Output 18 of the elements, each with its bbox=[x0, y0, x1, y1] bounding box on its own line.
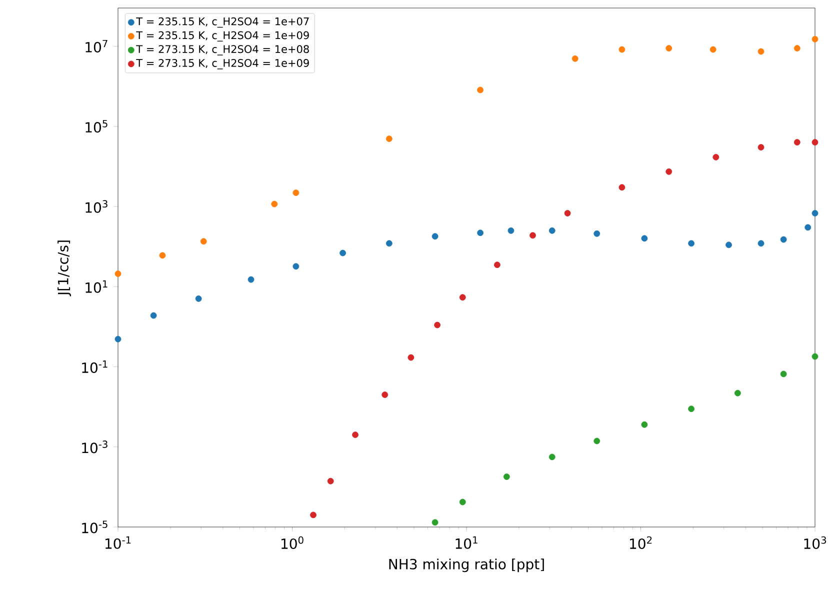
y-tick-label: 10$^{-3}$ bbox=[82, 440, 108, 454]
y-tick-label: 10$^{3}$ bbox=[86, 200, 108, 213]
y-tick-label: 10$^{5}$ bbox=[86, 120, 108, 133]
y-tick-label: 10$^{1}$ bbox=[86, 280, 108, 293]
x-tick-label: 10$^{1}$ bbox=[456, 536, 478, 549]
x-tick-label: 10$^{0}$ bbox=[282, 536, 304, 550]
y-axis-title: J[1/cc/s] bbox=[58, 240, 72, 296]
x-tick-label: 10$^{2}$ bbox=[630, 536, 652, 550]
y-tick-label: 10$^{-1}$ bbox=[82, 360, 108, 374]
x-tick-label: 10$^{-1}$ bbox=[105, 536, 131, 549]
legend-label: T = 235.15 K, c_H2SO4 = 1e+09 bbox=[136, 31, 309, 42]
x-axis-title: NH3 mixing ratio [ppt] bbox=[389, 558, 544, 572]
x-tick-label: 10$^{3}$ bbox=[804, 536, 826, 550]
legend-label: T = 273.15 K, c_H2SO4 = 1e+08 bbox=[136, 45, 309, 56]
y-tick-label: 10$^{-5}$ bbox=[82, 520, 108, 534]
y-tick-label: 10$^{7}$ bbox=[86, 40, 108, 53]
legend-label: T = 273.15 K, c_H2SO4 = 1e+09 bbox=[136, 59, 309, 70]
legend-label: T = 235.15 K, c_H2SO4 = 1e+07 bbox=[136, 17, 309, 28]
